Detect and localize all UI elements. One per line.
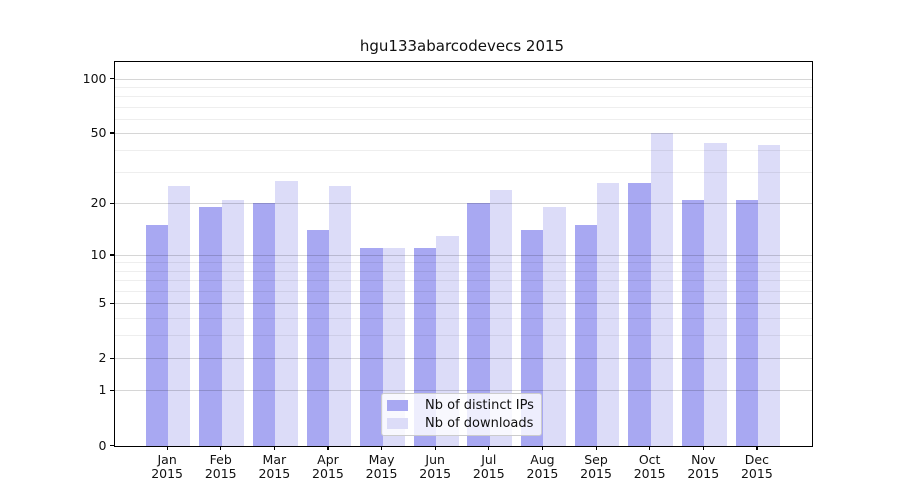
x-tick-sep	[595, 445, 597, 450]
bar-ips-jul	[467, 203, 490, 446]
legend: Nb of distinct IPs Nb of downloads	[381, 393, 542, 436]
gridline-minor-3	[114, 335, 812, 337]
bar-ips-nov	[681, 199, 705, 446]
y-tick-label-0: 0	[98, 437, 107, 453]
y-tick-5	[109, 302, 114, 304]
x-tick-label-jan: Jan 2015	[151, 451, 184, 481]
gridline-major-10	[114, 254, 812, 256]
y-tick-label-10: 10	[90, 246, 107, 262]
bar-downloads-sep	[597, 183, 620, 446]
gridline-minor-80	[114, 96, 812, 98]
legend-swatch-downloads	[387, 418, 408, 429]
x-tick-dec	[756, 445, 758, 450]
legend-row-distinct-ips: Nb of distinct IPs	[387, 398, 534, 413]
x-tick-label-apr: Apr 2015	[312, 451, 344, 481]
x-tick-aug	[541, 445, 544, 450]
gridline-minor-9	[114, 262, 812, 264]
x-tick-label-jun: Jun 2015	[419, 451, 452, 481]
y-tick-label-20: 20	[90, 195, 107, 211]
y-tick-label-1: 1	[98, 382, 107, 398]
legend-swatch-distinct-ips	[387, 400, 408, 411]
gridline-major-1	[114, 390, 812, 392]
bar-downloads-apr	[328, 186, 352, 446]
x-tick-label-jul: Jul 2015	[472, 451, 505, 481]
x-tick-jul	[488, 445, 490, 450]
gridline-major-20	[114, 203, 812, 205]
bar-ips-dec	[735, 199, 758, 446]
x-tick-label-aug: Aug 2015	[526, 451, 559, 481]
bar-ips-may	[360, 247, 383, 446]
legend-label-distinct-ips: Nb of distinct IPs	[425, 398, 534, 413]
bar-ips-feb	[199, 207, 222, 446]
bar-downloads-mar	[275, 180, 298, 446]
gridline-minor-40	[114, 150, 812, 152]
x-tick-label-nov: Nov 2015	[687, 451, 720, 481]
bar-downloads-feb	[221, 199, 245, 446]
gridline-minor-60	[114, 118, 812, 120]
y-tick-50	[109, 132, 114, 134]
bar-ips-aug	[521, 230, 544, 446]
y-tick-label-100: 100	[82, 70, 107, 86]
x-tick-label-may: May 2015	[365, 451, 398, 481]
bar-downloads-jan	[168, 186, 191, 446]
x-tick-may	[381, 445, 383, 450]
bar-ips-oct	[628, 183, 651, 446]
gridline-major-5	[114, 303, 812, 305]
x-tick-mar	[273, 445, 276, 450]
y-tick-20	[109, 202, 114, 205]
x-tick-label-mar: Mar 2015	[258, 451, 291, 481]
legend-row-downloads: Nb of downloads	[387, 416, 534, 431]
chart-title: hgu133abarcodevecs 2015	[359, 37, 565, 55]
x-tick-label-sep: Sep 2015	[580, 451, 612, 481]
gridline-minor-8	[114, 270, 812, 272]
y-tick-label-5: 5	[98, 295, 107, 311]
x-tick-nov	[702, 445, 704, 450]
y-tick-10	[109, 254, 114, 256]
x-tick-label-oct: Oct 2015	[633, 451, 666, 481]
x-tick-label-feb: Feb 2015	[204, 451, 237, 481]
y-tick-100	[109, 78, 114, 80]
gridline-minor-7	[114, 280, 812, 282]
x-tick-jan	[166, 445, 168, 450]
bar-ips-jan	[145, 225, 169, 446]
x-tick-label-dec: Dec 2015	[740, 451, 773, 481]
bar-downloads-jul	[489, 189, 513, 446]
gridline-minor-4	[114, 317, 812, 319]
gridline-major-100	[114, 78, 812, 80]
x-tick-feb	[220, 445, 222, 450]
bar-downloads-oct	[650, 132, 673, 446]
y-tick-label-2: 2	[98, 350, 107, 366]
bar-downloads-nov	[704, 142, 727, 446]
y-tick-1	[109, 389, 114, 392]
gridline-major-50	[114, 132, 812, 134]
y-tick-0	[109, 445, 114, 447]
bar-downloads-dec	[757, 144, 781, 446]
bar-ips-sep	[574, 225, 598, 446]
bar-downloads-aug	[543, 207, 566, 446]
x-tick-jun	[434, 445, 436, 450]
y-tick-label-50: 50	[90, 124, 107, 140]
bar-ips-mar	[252, 203, 276, 446]
bar-ips-apr	[306, 230, 329, 446]
gridline-minor-90	[114, 86, 812, 88]
gridline-minor-30	[114, 172, 812, 174]
x-tick-oct	[649, 445, 651, 450]
x-tick-apr	[327, 445, 329, 450]
gridline-major-2	[114, 358, 812, 360]
gridline-minor-6	[114, 290, 812, 292]
plot-area	[113, 61, 813, 447]
legend-label-downloads: Nb of downloads	[425, 416, 534, 431]
y-tick-2	[109, 357, 114, 359]
gridline-minor-70	[114, 106, 812, 108]
